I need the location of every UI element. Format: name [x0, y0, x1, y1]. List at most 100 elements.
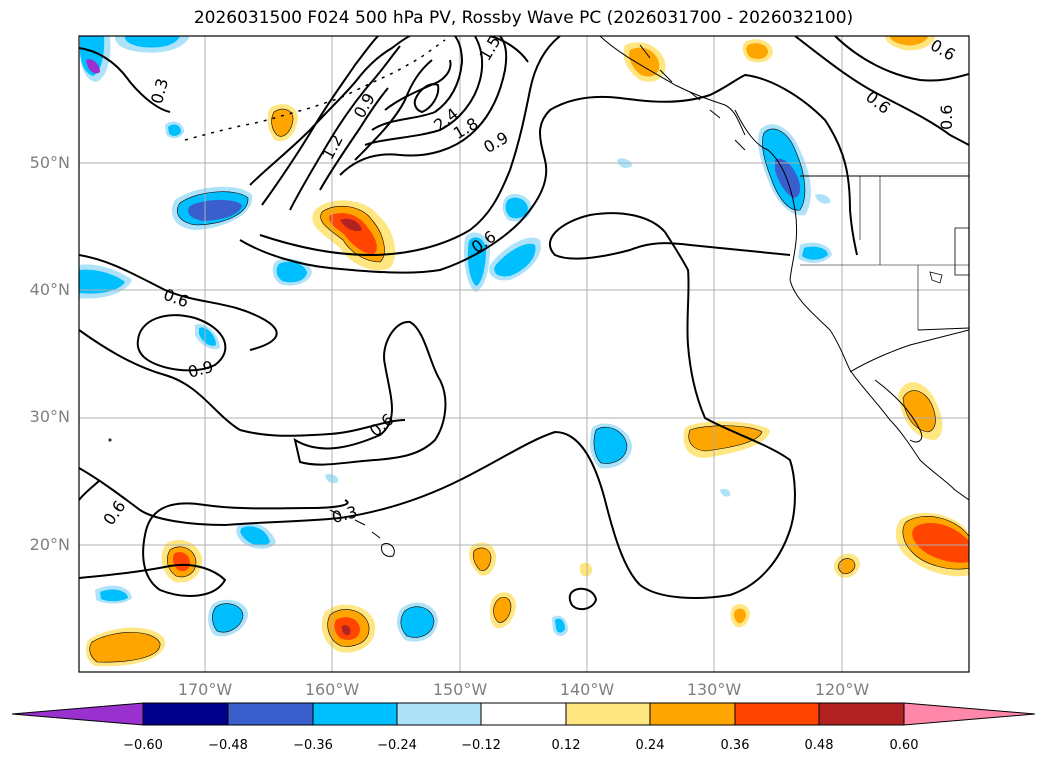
- contour-2.4: [371, 36, 464, 131]
- contour-0.6-ne: [794, 36, 969, 146]
- contour-label-2: 1.2: [318, 131, 347, 162]
- colorbar-bin-1: [142, 702, 229, 726]
- positive-anomaly-9b: [629, 47, 660, 77]
- colorbar-bin-3: [312, 702, 398, 726]
- negative-anomaly-7b: [494, 243, 536, 277]
- colorbar-tick-7: 0.24: [635, 738, 665, 753]
- contour-0.3-loop: [79, 499, 349, 597]
- positive-anomaly-16: [580, 562, 593, 577]
- colorbar-extend-low: [11, 702, 144, 726]
- graticule: [79, 36, 969, 672]
- contour-0.3-north: [79, 47, 171, 113]
- contour-label-9: 0.6: [366, 410, 398, 441]
- contour-label-14: 0.6: [937, 105, 956, 130]
- contour-2.7-loop: [413, 83, 440, 114]
- negative-anomaly-14b: [199, 327, 216, 346]
- contour-labels: 0.3 1.2 0.9 2.4 1.8 0.9 0.6 0.6 0.6 0.9 …: [99, 36, 958, 529]
- map-panel: 0.3 1.2 0.9 2.4 1.8 0.9 0.6 0.6 0.6 0.9 …: [79, 36, 969, 672]
- north-america-coast: [734, 109, 969, 501]
- small-contour-loop: [568, 587, 598, 611]
- negative-anomaly-2c: [775, 158, 801, 198]
- lat-label-20n: 20°N: [29, 535, 70, 554]
- positive-anomaly-4b: [903, 390, 936, 432]
- contour-label-6: 0.9: [480, 128, 512, 157]
- contour-label-13: 0.6: [862, 87, 894, 118]
- contour-label-11: 0.6: [99, 497, 129, 529]
- colorbar: [11, 702, 1036, 726]
- colorbar-bin-7: [649, 702, 736, 726]
- lon-label-140w: 140°W: [559, 680, 615, 699]
- positive-anomaly-12b: [473, 547, 491, 571]
- pv-contours: [79, 36, 969, 611]
- negative-anomaly-15b: [100, 589, 128, 602]
- west-edge-contour: [79, 479, 101, 501]
- anomaly-outlines: [89, 108, 969, 663]
- pv-anomaly-fills: [79, 36, 969, 667]
- us-mexico-border: [917, 327, 969, 331]
- contour-0.6-alaska-trough: [249, 36, 411, 186]
- map-frame: [78, 35, 970, 673]
- lat-label-50n: 50°N: [29, 153, 70, 172]
- colorbar-tick-9: 0.48: [804, 738, 834, 753]
- lon-label-160w: 160°W: [304, 680, 360, 699]
- lat-label-30n: 30°N: [29, 407, 70, 426]
- negative-anomaly-13b: [240, 526, 270, 546]
- contour-2.1: [354, 36, 484, 161]
- colorbar-tick-6: 0.12: [551, 738, 581, 753]
- colorbar-tick-2: −0.48: [208, 738, 248, 753]
- contour-0.6-west: [79, 254, 406, 437]
- negative-anomaly-22: [815, 194, 831, 204]
- contour-0.6-main-ring: [79, 212, 796, 599]
- canada-coast-islands: [639, 44, 746, 151]
- negative-anomaly-18b: [555, 618, 565, 633]
- baja-peninsula: [874, 379, 923, 443]
- lon-label-130w: 130°W: [686, 680, 742, 699]
- negative-anomaly-16b: [802, 246, 828, 260]
- positive-anomaly-6d: [341, 625, 351, 636]
- positive-anomaly-8b: [271, 109, 294, 137]
- colorbar-bin-6: [565, 702, 651, 726]
- lon-label-150w: 150°W: [432, 680, 488, 699]
- contour-1.5: [289, 45, 401, 211]
- negative-anomaly-11c: [86, 59, 100, 74]
- positive-anomaly-5c: [172, 552, 191, 572]
- coastlines: [108, 36, 969, 557]
- negative-anomaly-4b: [400, 606, 434, 638]
- baja-coast: [849, 329, 969, 373]
- contour-1.8: [319, 36, 508, 191]
- positive-anomaly-10b: [746, 43, 768, 60]
- positive-anomaly-1c: [329, 213, 377, 255]
- map-title: 2026031500 F024 500 hPa PV, Rossby Wave …: [193, 8, 854, 28]
- positive-anomaly-11b: [890, 36, 928, 46]
- negative-anomaly-12b: [124, 36, 180, 48]
- colorbar-tick-3: −0.36: [293, 738, 333, 753]
- contour-0.6-ne-2: [834, 36, 969, 82]
- contour-0.9-loop: [136, 314, 227, 372]
- contour-label-8: 0.6: [161, 285, 191, 312]
- positive-anomaly-15b: [733, 608, 746, 624]
- positive-anomaly-13b: [493, 597, 511, 623]
- contour-0.9-east: [489, 36, 529, 63]
- colorbar-tick-10: 0.60: [889, 738, 919, 753]
- contour-1.2: [261, 36, 379, 206]
- colorbar-bin-5: [480, 702, 567, 726]
- colorbar-tick-4: −0.24: [377, 738, 417, 753]
- negative-anomaly-5b: [212, 603, 243, 633]
- positive-anomaly-1d: [340, 218, 362, 232]
- colorbar-tick-5: −0.12: [461, 738, 501, 753]
- negative-anomaly-10b: [79, 269, 125, 294]
- positive-anomaly-7b: [89, 632, 161, 663]
- negative-anomaly-9b: [276, 261, 307, 283]
- negative-anomaly-3b: [593, 427, 627, 464]
- negative-anomaly-1c: [188, 199, 242, 221]
- negative-anomaly-21: [720, 488, 731, 497]
- negative-anomaly-8b: [505, 197, 528, 219]
- lat-label-40n: 40°N: [29, 280, 70, 299]
- colorbar-bin-4: [396, 702, 482, 726]
- hawaii-islands: [329, 509, 395, 557]
- colorbar-tick-8: 0.36: [720, 738, 750, 753]
- contour-label-10: 0.9: [186, 357, 216, 382]
- colorbar-bin-8: [734, 702, 820, 726]
- contour-label-3: 0.9: [350, 90, 379, 122]
- negative-anomaly-6b: [467, 237, 486, 286]
